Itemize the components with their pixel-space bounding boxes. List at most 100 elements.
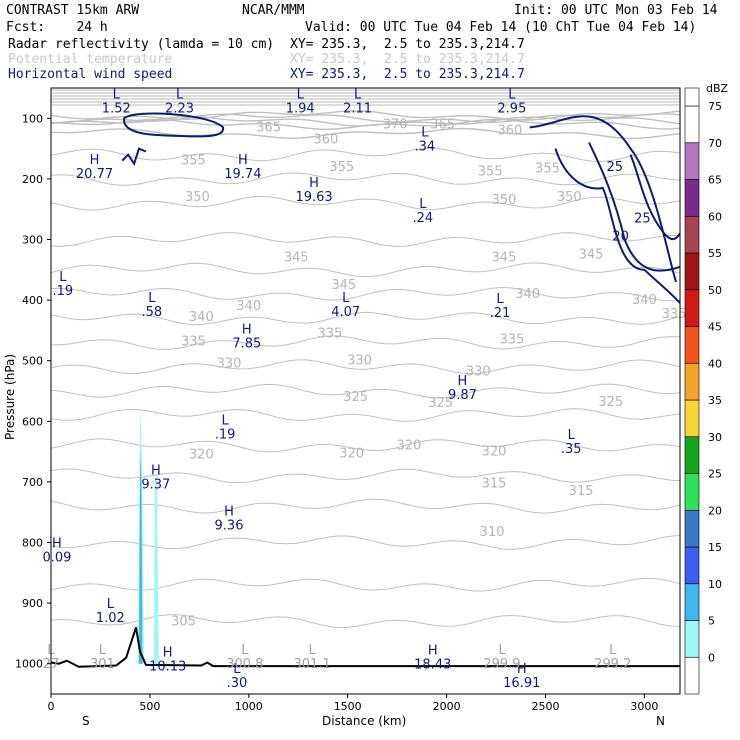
y-tick-label: 800 (22, 537, 43, 550)
colorbar-segment (684, 252, 700, 291)
theta-label: 340 (189, 310, 214, 325)
y-tick-label: 400 (22, 294, 43, 307)
wind-speed-label: 20 (612, 229, 629, 244)
extremum-marker: L (221, 413, 229, 428)
theta-extremum-marker: L (498, 643, 506, 658)
header-model: CONTRAST 15km ARW (6, 3, 139, 18)
extremum-value: 20.77 (76, 167, 113, 182)
extremum-marker: H (238, 153, 248, 168)
extremum-marker: H (163, 646, 173, 661)
theta-label: 345 (331, 278, 356, 293)
colorbar-segment (684, 87, 700, 107)
theta-contour-line (50, 535, 681, 550)
colorbar-tick-label: 65 (708, 174, 722, 187)
extremum-value: 10.13 (149, 660, 186, 675)
theta-label: 335 (181, 334, 206, 349)
extremum-marker: L (113, 87, 121, 102)
extremum-marker: H (309, 176, 319, 191)
theta-label: 310 (480, 525, 505, 540)
theta-label: 360 (497, 123, 522, 138)
extremum-marker: L (59, 270, 67, 285)
extremum-marker: L (148, 291, 156, 306)
theta-extremum-value: 299.2 (594, 657, 631, 672)
extremum-value: .58 (142, 305, 163, 320)
theta-label: 340 (632, 293, 657, 308)
colorbar-tick-label: 75 (708, 100, 722, 113)
y-axis-title: Pressure (hPa) (3, 354, 17, 440)
colorbar-tick-label: 40 (708, 357, 722, 370)
theta-extremum-value: 300.8 (226, 657, 263, 672)
terrain-line (50, 627, 680, 668)
y-tick-label: 100 (22, 112, 43, 125)
theta-label: 330 (466, 365, 491, 380)
y-tick-label: 700 (22, 476, 43, 489)
theta-contour-line (50, 468, 681, 484)
colorbar-segment (684, 179, 700, 217)
field-theta-xy: XY= 235.3, 2.5 to 235.3,214.7 (290, 52, 525, 67)
header-init: Init: 00 UTC Mon 03 Feb 14 (514, 3, 718, 18)
theta-label: 335 (317, 326, 342, 341)
wind-contour-line (529, 115, 677, 283)
header-valid: Valid: 00 UTC Tue 04 Feb 14 (10 ChT Tue … (305, 20, 696, 35)
theta-label: 350 (557, 190, 582, 205)
x-axis-title: Distance (km) (322, 714, 406, 728)
theta-contour-line (50, 359, 681, 375)
extremum-marker: H (242, 323, 252, 338)
extremum-value: 19.74 (224, 167, 261, 182)
theta-label: 320 (189, 448, 214, 463)
colorbar-segment (684, 289, 700, 327)
extremum-value: .24 (413, 211, 434, 226)
theta-label: 315 (569, 484, 594, 499)
extremum-marker: L (297, 87, 305, 102)
theta-label: 350 (185, 190, 210, 205)
theta-contour-line (50, 614, 681, 629)
theta-label: 345 (492, 251, 517, 266)
wind-speed-contours (121, 112, 681, 304)
theta-extremum-value: 301 (90, 657, 115, 672)
contour-labels: 370 365 365 360 360 355 355 355 355 350 350 350 345 3… (42, 87, 686, 690)
colorbar-segment (684, 656, 700, 695)
field-wind-xy: XY= 235.3, 2.5 to 235.3,214.7 (290, 67, 525, 82)
colorbar-tick-label: 0 (708, 651, 715, 664)
theta-contour-line (50, 231, 681, 247)
x-tick-label: 3000 (630, 700, 658, 713)
wind-contour-line (588, 142, 681, 272)
theta-label: 345 (284, 251, 309, 266)
field-wind-name: Horizontal wind speed (8, 67, 172, 82)
theta-label: 330 (347, 354, 372, 369)
colorbar-segment (684, 583, 700, 621)
theta-label: 355 (181, 154, 206, 169)
reflectivity-cell (139, 445, 143, 664)
colorbar-tick-label: 15 (708, 541, 722, 554)
extremum-marker: L (419, 197, 427, 212)
theta-contour-line (50, 408, 681, 422)
colorbar-tick-label: 45 (708, 321, 722, 334)
theta-contour-line (50, 311, 681, 326)
extremum-marker: H (428, 644, 438, 659)
field-reflectivity-name: Radar reflectivity (lamda = 10 cm) (8, 37, 274, 52)
extremum-marker: H (151, 464, 161, 479)
theta-label: 335 (499, 332, 524, 347)
x-tick-label: 2000 (433, 700, 461, 713)
extremum-marker: L (176, 87, 184, 102)
colorbar-tick-label: 60 (708, 210, 722, 223)
theta-label: 355 (329, 160, 354, 175)
theta-label: 365 (430, 117, 455, 132)
colorbar-tick-label: 20 (708, 504, 722, 517)
theta-label: 320 (397, 439, 422, 454)
extremum-marker: L (508, 87, 516, 102)
y-tick-label: 600 (22, 415, 43, 428)
colorbar-segment (684, 620, 700, 658)
wind-contour-line (121, 147, 147, 167)
y-tick-label: 900 (22, 597, 43, 610)
extremum-value: .30 (227, 676, 248, 691)
theta-contour-line (50, 195, 681, 211)
theta-label: 325 (598, 395, 623, 410)
potential-temperature-contours (50, 89, 681, 629)
extremum-value: 2.11 (343, 101, 372, 116)
theta-contour-line (50, 110, 681, 121)
colorbar-segment (684, 436, 700, 474)
reflectivity-colorbar: dBZ 0 5 10 15 20 25 30 35 40 45 50 55 60 65 70 75 (684, 82, 729, 695)
theta-contour-line (50, 383, 681, 399)
theta-contour-line (50, 113, 681, 124)
